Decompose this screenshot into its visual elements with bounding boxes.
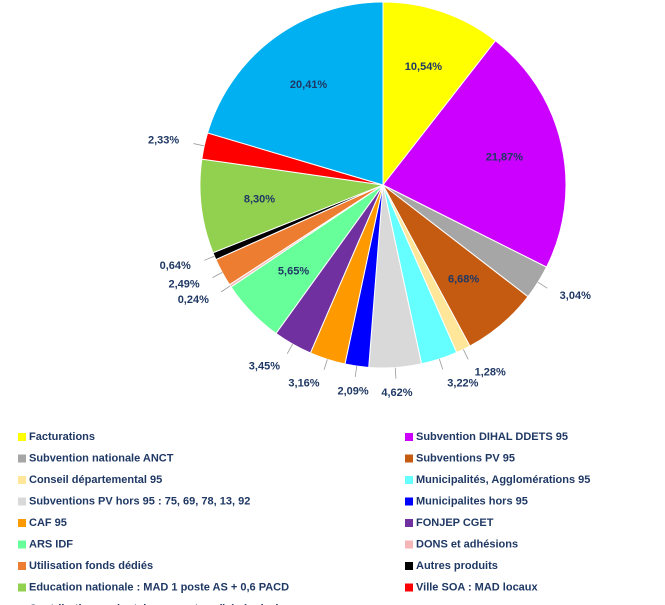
leader-line bbox=[537, 282, 548, 289]
leader-line bbox=[220, 285, 231, 293]
legend-label: ARS IDF bbox=[29, 538, 73, 550]
legend-label: Contributions volontaires en nature (bén… bbox=[29, 603, 280, 605]
legend-label: Facturations bbox=[29, 431, 95, 443]
legend-swatch bbox=[18, 540, 26, 549]
data-label: 4,62% bbox=[381, 387, 412, 399]
data-label: 3,04% bbox=[560, 290, 591, 302]
legend-swatch bbox=[18, 454, 26, 463]
leader-line bbox=[323, 359, 328, 370]
leader-line bbox=[212, 272, 223, 278]
legend-swatch bbox=[18, 583, 26, 592]
data-label: 20,41% bbox=[290, 79, 328, 91]
legend-swatch bbox=[405, 519, 413, 527]
legend-label: Subvention DIHAL DDETS 95 bbox=[416, 431, 568, 443]
data-label: 21,87% bbox=[486, 152, 524, 164]
legend-label: Municipalites hors 95 bbox=[416, 495, 528, 507]
data-label: 2,09% bbox=[337, 385, 368, 397]
data-label: 6,68% bbox=[448, 274, 479, 286]
leader-line bbox=[286, 343, 293, 354]
legend-swatch bbox=[18, 433, 26, 441]
data-label: 1,28% bbox=[475, 366, 506, 378]
leader-line bbox=[439, 358, 444, 370]
legend-swatch bbox=[405, 497, 413, 506]
legend-label: DONS et adhésions bbox=[416, 538, 518, 550]
data-label: 8,30% bbox=[244, 194, 275, 206]
legend-swatch bbox=[405, 454, 413, 463]
legend-swatch bbox=[18, 519, 26, 527]
legend-label: CAF 95 bbox=[29, 517, 67, 529]
leader-line bbox=[193, 143, 205, 147]
legend-swatch bbox=[18, 476, 26, 484]
legend-swatch bbox=[405, 583, 413, 592]
legend-swatch bbox=[405, 562, 413, 570]
legend-label: Autres produits bbox=[416, 560, 498, 572]
legend-label: Municipalités, Agglomérations 95 bbox=[416, 474, 590, 486]
legend-label: Ville SOA : MAD locaux bbox=[416, 581, 539, 593]
legend-label: Education nationale : MAD 1 poste AS + 0… bbox=[29, 581, 289, 593]
legend-swatch bbox=[405, 476, 413, 484]
legend-label: FONJEP CGET bbox=[416, 517, 494, 529]
legend-label: Subvention nationale ANCT bbox=[29, 452, 174, 464]
leader-line bbox=[462, 349, 469, 360]
data-label: 0,64% bbox=[160, 260, 191, 272]
data-label: 5,65% bbox=[278, 265, 309, 277]
legend-swatch bbox=[18, 497, 26, 506]
pie-slice bbox=[382, 1, 497, 187]
legend-label: Conseil départemental 95 bbox=[29, 474, 162, 486]
data-label: 0,24% bbox=[178, 294, 209, 306]
legend-label: Subventions PV 95 bbox=[416, 452, 515, 464]
data-label: 10,54% bbox=[405, 61, 443, 73]
pie-slice bbox=[199, 158, 385, 254]
leader-line bbox=[394, 367, 397, 379]
legend-swatch bbox=[405, 433, 413, 441]
pie-slice bbox=[206, 1, 384, 186]
legend-label: Subventions PV hors 95 : 75, 69, 78, 13,… bbox=[29, 495, 250, 507]
data-label: 2,33% bbox=[148, 134, 179, 146]
legend-swatch bbox=[18, 562, 26, 570]
legend-label: Utilisation fonds dédiés bbox=[29, 560, 153, 572]
legend-swatch bbox=[405, 540, 413, 549]
leader-line bbox=[204, 255, 215, 261]
pie-slice bbox=[382, 39, 567, 268]
leader-line bbox=[354, 366, 358, 378]
data-label: 3,16% bbox=[288, 378, 319, 390]
data-label: 3,45% bbox=[249, 360, 280, 372]
data-label: 2,49% bbox=[168, 279, 199, 291]
data-label: 3,22% bbox=[447, 377, 478, 389]
